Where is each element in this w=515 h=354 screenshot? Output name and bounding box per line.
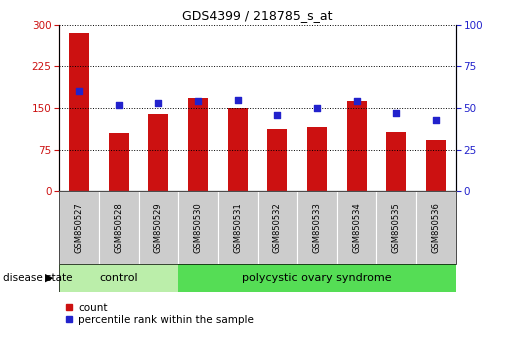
Text: GSM850536: GSM850536 bbox=[432, 202, 440, 253]
Point bbox=[194, 98, 202, 104]
FancyBboxPatch shape bbox=[139, 191, 178, 264]
FancyBboxPatch shape bbox=[218, 191, 258, 264]
Text: control: control bbox=[99, 273, 138, 283]
FancyBboxPatch shape bbox=[99, 191, 139, 264]
Point bbox=[273, 112, 281, 118]
Text: ▶: ▶ bbox=[45, 273, 53, 283]
Point bbox=[313, 105, 321, 111]
FancyBboxPatch shape bbox=[178, 191, 218, 264]
Text: GSM850528: GSM850528 bbox=[114, 202, 123, 253]
Text: GSM850529: GSM850529 bbox=[154, 202, 163, 253]
Text: disease state: disease state bbox=[3, 273, 72, 283]
Text: GSM850534: GSM850534 bbox=[352, 202, 361, 253]
Bar bbox=[69, 33, 89, 191]
Bar bbox=[109, 133, 129, 191]
Text: GSM850530: GSM850530 bbox=[194, 202, 202, 253]
Text: GDS4399 / 218785_s_at: GDS4399 / 218785_s_at bbox=[182, 9, 333, 22]
Point bbox=[114, 102, 123, 108]
Legend: count, percentile rank within the sample: count, percentile rank within the sample bbox=[64, 303, 254, 325]
FancyBboxPatch shape bbox=[337, 191, 376, 264]
FancyBboxPatch shape bbox=[59, 264, 178, 292]
Bar bbox=[307, 127, 327, 191]
Point bbox=[432, 117, 440, 122]
Point bbox=[75, 88, 83, 94]
Text: GSM850533: GSM850533 bbox=[313, 202, 321, 253]
Point bbox=[233, 97, 242, 102]
Bar bbox=[267, 129, 287, 191]
Point bbox=[154, 100, 162, 106]
Text: GSM850535: GSM850535 bbox=[392, 202, 401, 253]
Text: GSM850527: GSM850527 bbox=[75, 202, 83, 253]
FancyBboxPatch shape bbox=[416, 191, 456, 264]
FancyBboxPatch shape bbox=[258, 191, 297, 264]
FancyBboxPatch shape bbox=[178, 264, 456, 292]
Text: polycystic ovary syndrome: polycystic ovary syndrome bbox=[242, 273, 392, 283]
Bar bbox=[426, 140, 446, 191]
Bar bbox=[148, 114, 168, 191]
Point bbox=[352, 98, 360, 104]
Text: GSM850531: GSM850531 bbox=[233, 202, 242, 253]
Text: GSM850532: GSM850532 bbox=[273, 202, 282, 253]
FancyBboxPatch shape bbox=[376, 191, 416, 264]
Bar bbox=[347, 101, 367, 191]
Bar bbox=[386, 132, 406, 191]
Bar bbox=[188, 98, 208, 191]
Bar bbox=[228, 108, 248, 191]
FancyBboxPatch shape bbox=[59, 191, 99, 264]
Point bbox=[392, 110, 401, 116]
FancyBboxPatch shape bbox=[297, 191, 337, 264]
